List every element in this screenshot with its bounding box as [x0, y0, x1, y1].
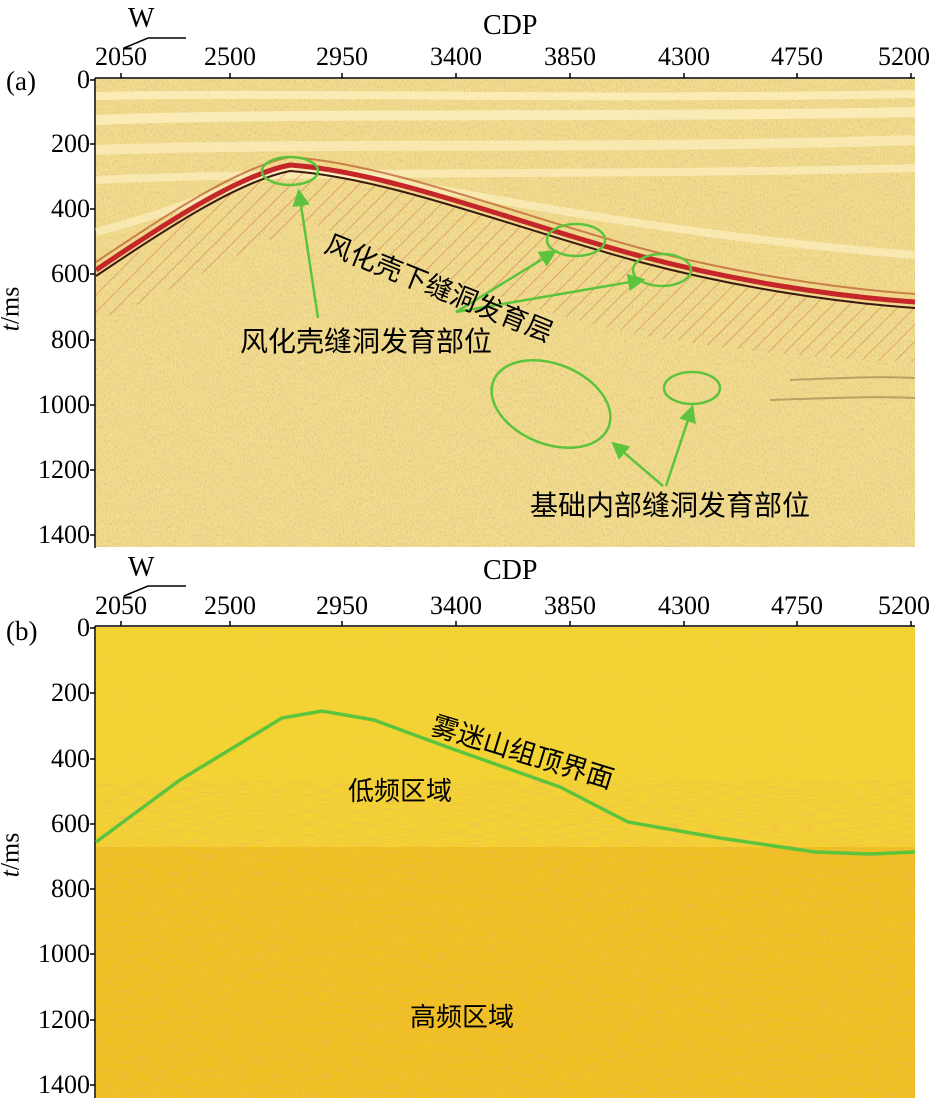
x-tick: 4300	[658, 42, 710, 71]
y-tick: 400	[51, 194, 90, 223]
panel-a-label: (a)	[6, 66, 36, 96]
x-tick: 4750	[771, 42, 823, 71]
x-tick: 2500	[204, 591, 256, 620]
y-tick: 1000	[38, 939, 90, 968]
x-tick: 4750	[771, 591, 823, 620]
top-boundary-line	[94, 709, 916, 856]
low-frequency-label: 低频区域	[348, 777, 453, 807]
x-tick: 2950	[316, 42, 368, 71]
high-frequency-label: 高频区域	[410, 1003, 515, 1033]
basement-site-ellipse	[662, 370, 722, 406]
fracture-site-markers	[260, 155, 722, 450]
y-tick: 600	[51, 259, 90, 288]
x-tick: 3850	[544, 42, 596, 71]
panel-b-direction: W	[128, 552, 155, 583]
y-tick: 600	[51, 809, 90, 838]
x-tick: 2050	[95, 42, 147, 71]
y-tick: 1200	[38, 1005, 90, 1034]
panel-b-x-title: CDP	[483, 555, 538, 586]
annotation-arrows	[292, 188, 696, 487]
y-tick: 0	[77, 65, 90, 94]
frequency-section	[94, 627, 916, 1098]
panel-b-label: (b)	[6, 616, 38, 646]
y-tick: 400	[51, 744, 90, 773]
y-tick: 200	[51, 678, 90, 707]
panel-a-direction: W	[128, 3, 155, 34]
y-tick: 1000	[38, 390, 90, 419]
x-tick: 2050	[95, 591, 147, 620]
seismic-section	[94, 79, 916, 547]
x-tick: 5200	[878, 42, 930, 71]
x-tick: 3400	[430, 42, 482, 71]
crust-site-ellipse	[631, 252, 693, 288]
y-tick: 1400	[38, 1070, 90, 1099]
y-tick: 200	[51, 129, 90, 158]
y-tick: 800	[51, 325, 90, 354]
y-tick: 1200	[38, 455, 90, 484]
crust-sites-label: 风化壳缝洞发育部位	[240, 325, 493, 358]
x-tick: 2500	[204, 42, 256, 71]
weathered-layer-zone	[96, 170, 915, 362]
y-tick: 1400	[38, 520, 90, 549]
basement-sites-label: 基础内部缝洞发育部位	[530, 489, 811, 522]
top-reflector	[94, 162, 916, 305]
panel-a-x-title: CDP	[483, 10, 538, 41]
y-tick: 800	[51, 874, 90, 903]
x-tick: 4300	[658, 591, 710, 620]
crust-site-ellipse	[545, 222, 607, 258]
x-tick: 3400	[430, 591, 482, 620]
x-tick: 3850	[544, 591, 596, 620]
x-tick: 5200	[878, 591, 930, 620]
panel-a-axes	[90, 37, 915, 548]
x-tick: 2950	[316, 591, 368, 620]
crust-site-ellipse	[260, 155, 320, 187]
basement-site-ellipse	[490, 358, 612, 450]
y-tick: 0	[77, 613, 90, 642]
panel-b-axes	[90, 585, 915, 1098]
